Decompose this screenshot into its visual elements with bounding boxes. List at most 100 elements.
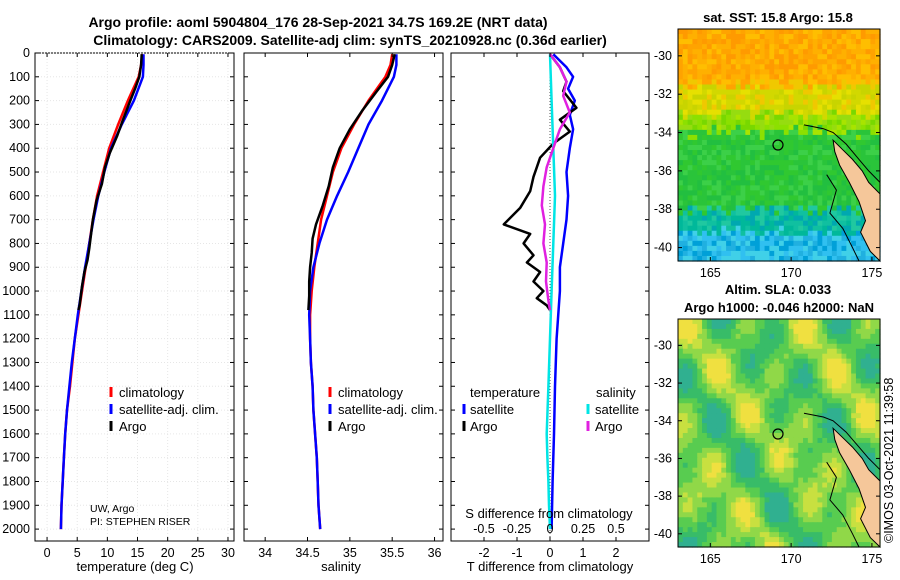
heatmap-cell [716,408,722,414]
heatmap-cell [851,388,857,394]
heatmap-cell [803,190,809,197]
heatmap-cell [706,542,713,548]
heatmap-cell [706,452,713,459]
heatmap-cell [865,383,871,389]
heatmap-cell [846,119,852,126]
heatmap-cell [759,139,766,146]
heatmap-cell [711,358,718,365]
heatmap-cell [788,54,795,60]
heatmap-cell [812,472,819,479]
heatmap-cell [860,114,867,121]
heatmap-cell [740,393,746,399]
heatmap-cell [706,433,713,439]
heatmap-cell [812,373,819,380]
heatmap-cell [754,104,761,111]
heatmap-cell [855,338,862,345]
heatmap-cell [812,44,819,50]
heatmap-cell [678,482,684,489]
heatmap-cell [774,49,780,55]
heatmap-cell [875,124,881,131]
heatmap-cell [783,408,790,414]
heatmap-cell [817,210,823,217]
heatmap-cell [807,408,814,414]
heatmap-cell [678,34,684,40]
heatmap-cell [841,383,847,389]
heatmap-cell [788,512,795,518]
heatmap-cell [702,200,708,207]
heatmap-cell [764,433,770,439]
heatmap-cell [793,542,799,548]
heatmap-cell [798,462,804,469]
heatmap-cell [846,220,852,227]
heatmap-cell [860,64,867,70]
heatmap-cell [730,472,737,479]
heatmap-cell [836,195,843,202]
heatmap-cell [678,225,684,232]
heatmap-cell [726,129,732,136]
heatmap-cell [745,393,751,399]
heatmap-cell [812,74,819,81]
heatmap-cell [851,255,857,262]
heatmap-cell [697,462,703,469]
heatmap-cell [851,492,857,499]
heatmap-cell [812,39,819,45]
heatmap-cell [687,145,694,151]
y-tick-label: 1600 [2,427,30,441]
heatmap-cell [750,74,756,81]
heatmap-cell [841,537,847,543]
heatmap-cell [735,319,742,325]
heatmap-cell [860,413,867,419]
heatmap-cell [851,124,857,131]
x-tick-label: 0 [547,546,554,560]
heatmap-cell [769,79,775,86]
heatmap-cell [721,59,727,65]
heatmap-cell [745,160,751,166]
heatmap-cell [687,165,694,171]
legend-temperature-title: temperature [470,385,540,400]
heatmap-cell [716,388,722,394]
heatmap-cell [697,487,703,494]
heatmap-cell [697,59,703,65]
heatmap-cell [730,64,737,70]
heatmap-cell [774,368,780,375]
heatmap-cell [788,537,795,543]
heatmap-cell [721,104,727,111]
heatmap-cell [779,408,785,414]
heatmap-cell [798,94,804,101]
heatmap-cell [754,190,761,197]
heatmap-cell [779,477,785,484]
heatmap-cell [726,59,732,65]
heatmap-cell [750,323,756,330]
heatmap-cell [875,54,881,60]
heatmap-cell [865,124,871,131]
heatmap-cell [706,472,713,479]
heatmap-cell [831,94,838,101]
heatmap-cell [855,59,862,65]
heatmap-cell [827,59,833,65]
heatmap-cell [702,393,708,399]
heatmap-cell [721,225,727,232]
heatmap-cell [783,200,790,207]
heatmap-cell [697,255,703,262]
heatmap-cell [812,482,819,489]
heatmap-cell [726,532,732,538]
x-tick-label: -2 [478,546,489,560]
heatmap-cell [860,245,867,252]
heatmap-cell [754,542,761,548]
heatmap-cell [730,54,737,60]
heatmap-cell [764,373,770,380]
heatmap-cell [692,428,698,434]
heatmap-cell [735,388,742,394]
heatmap-cell [788,205,795,212]
heatmap-cell [730,255,737,262]
heatmap-cell [764,165,770,171]
heatmap-cell [726,497,732,503]
heatmap-cell [817,230,823,237]
heatmap-cell [812,333,819,340]
heatmap-cell [807,175,814,181]
heatmap-cell [754,433,761,439]
heatmap-cell [716,240,722,247]
heatmap-cell [702,457,708,464]
heatmap-cell [803,472,809,479]
heatmap-cell [812,84,819,91]
